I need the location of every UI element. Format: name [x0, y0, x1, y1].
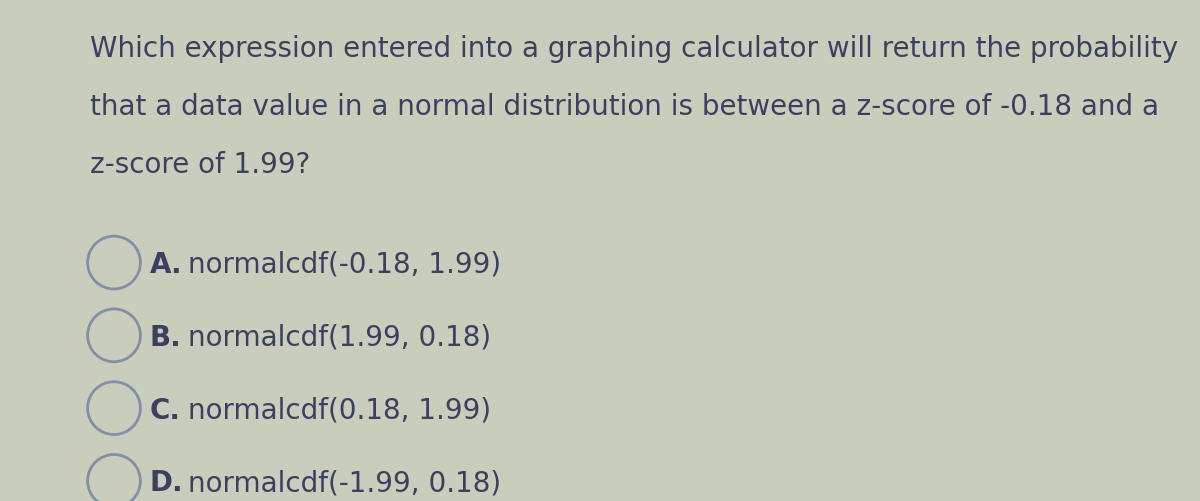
Text: normalcdf(-1.99, 0.18): normalcdf(-1.99, 0.18)	[188, 468, 502, 496]
Text: D.: D.	[150, 468, 184, 496]
Text: z-score of 1.99?: z-score of 1.99?	[90, 150, 311, 178]
Text: normalcdf(0.18, 1.99): normalcdf(0.18, 1.99)	[188, 396, 492, 424]
Text: A.: A.	[150, 250, 182, 279]
Text: that a data value in a normal distribution is between a z-score of -0.18 and a: that a data value in a normal distributi…	[90, 93, 1159, 121]
Text: C.: C.	[150, 396, 181, 424]
Text: Which expression entered into a graphing calculator will return the probability: Which expression entered into a graphing…	[90, 35, 1178, 63]
Text: normalcdf(1.99, 0.18): normalcdf(1.99, 0.18)	[188, 323, 492, 351]
Text: normalcdf(-0.18, 1.99): normalcdf(-0.18, 1.99)	[188, 250, 502, 279]
Text: B.: B.	[150, 323, 181, 351]
